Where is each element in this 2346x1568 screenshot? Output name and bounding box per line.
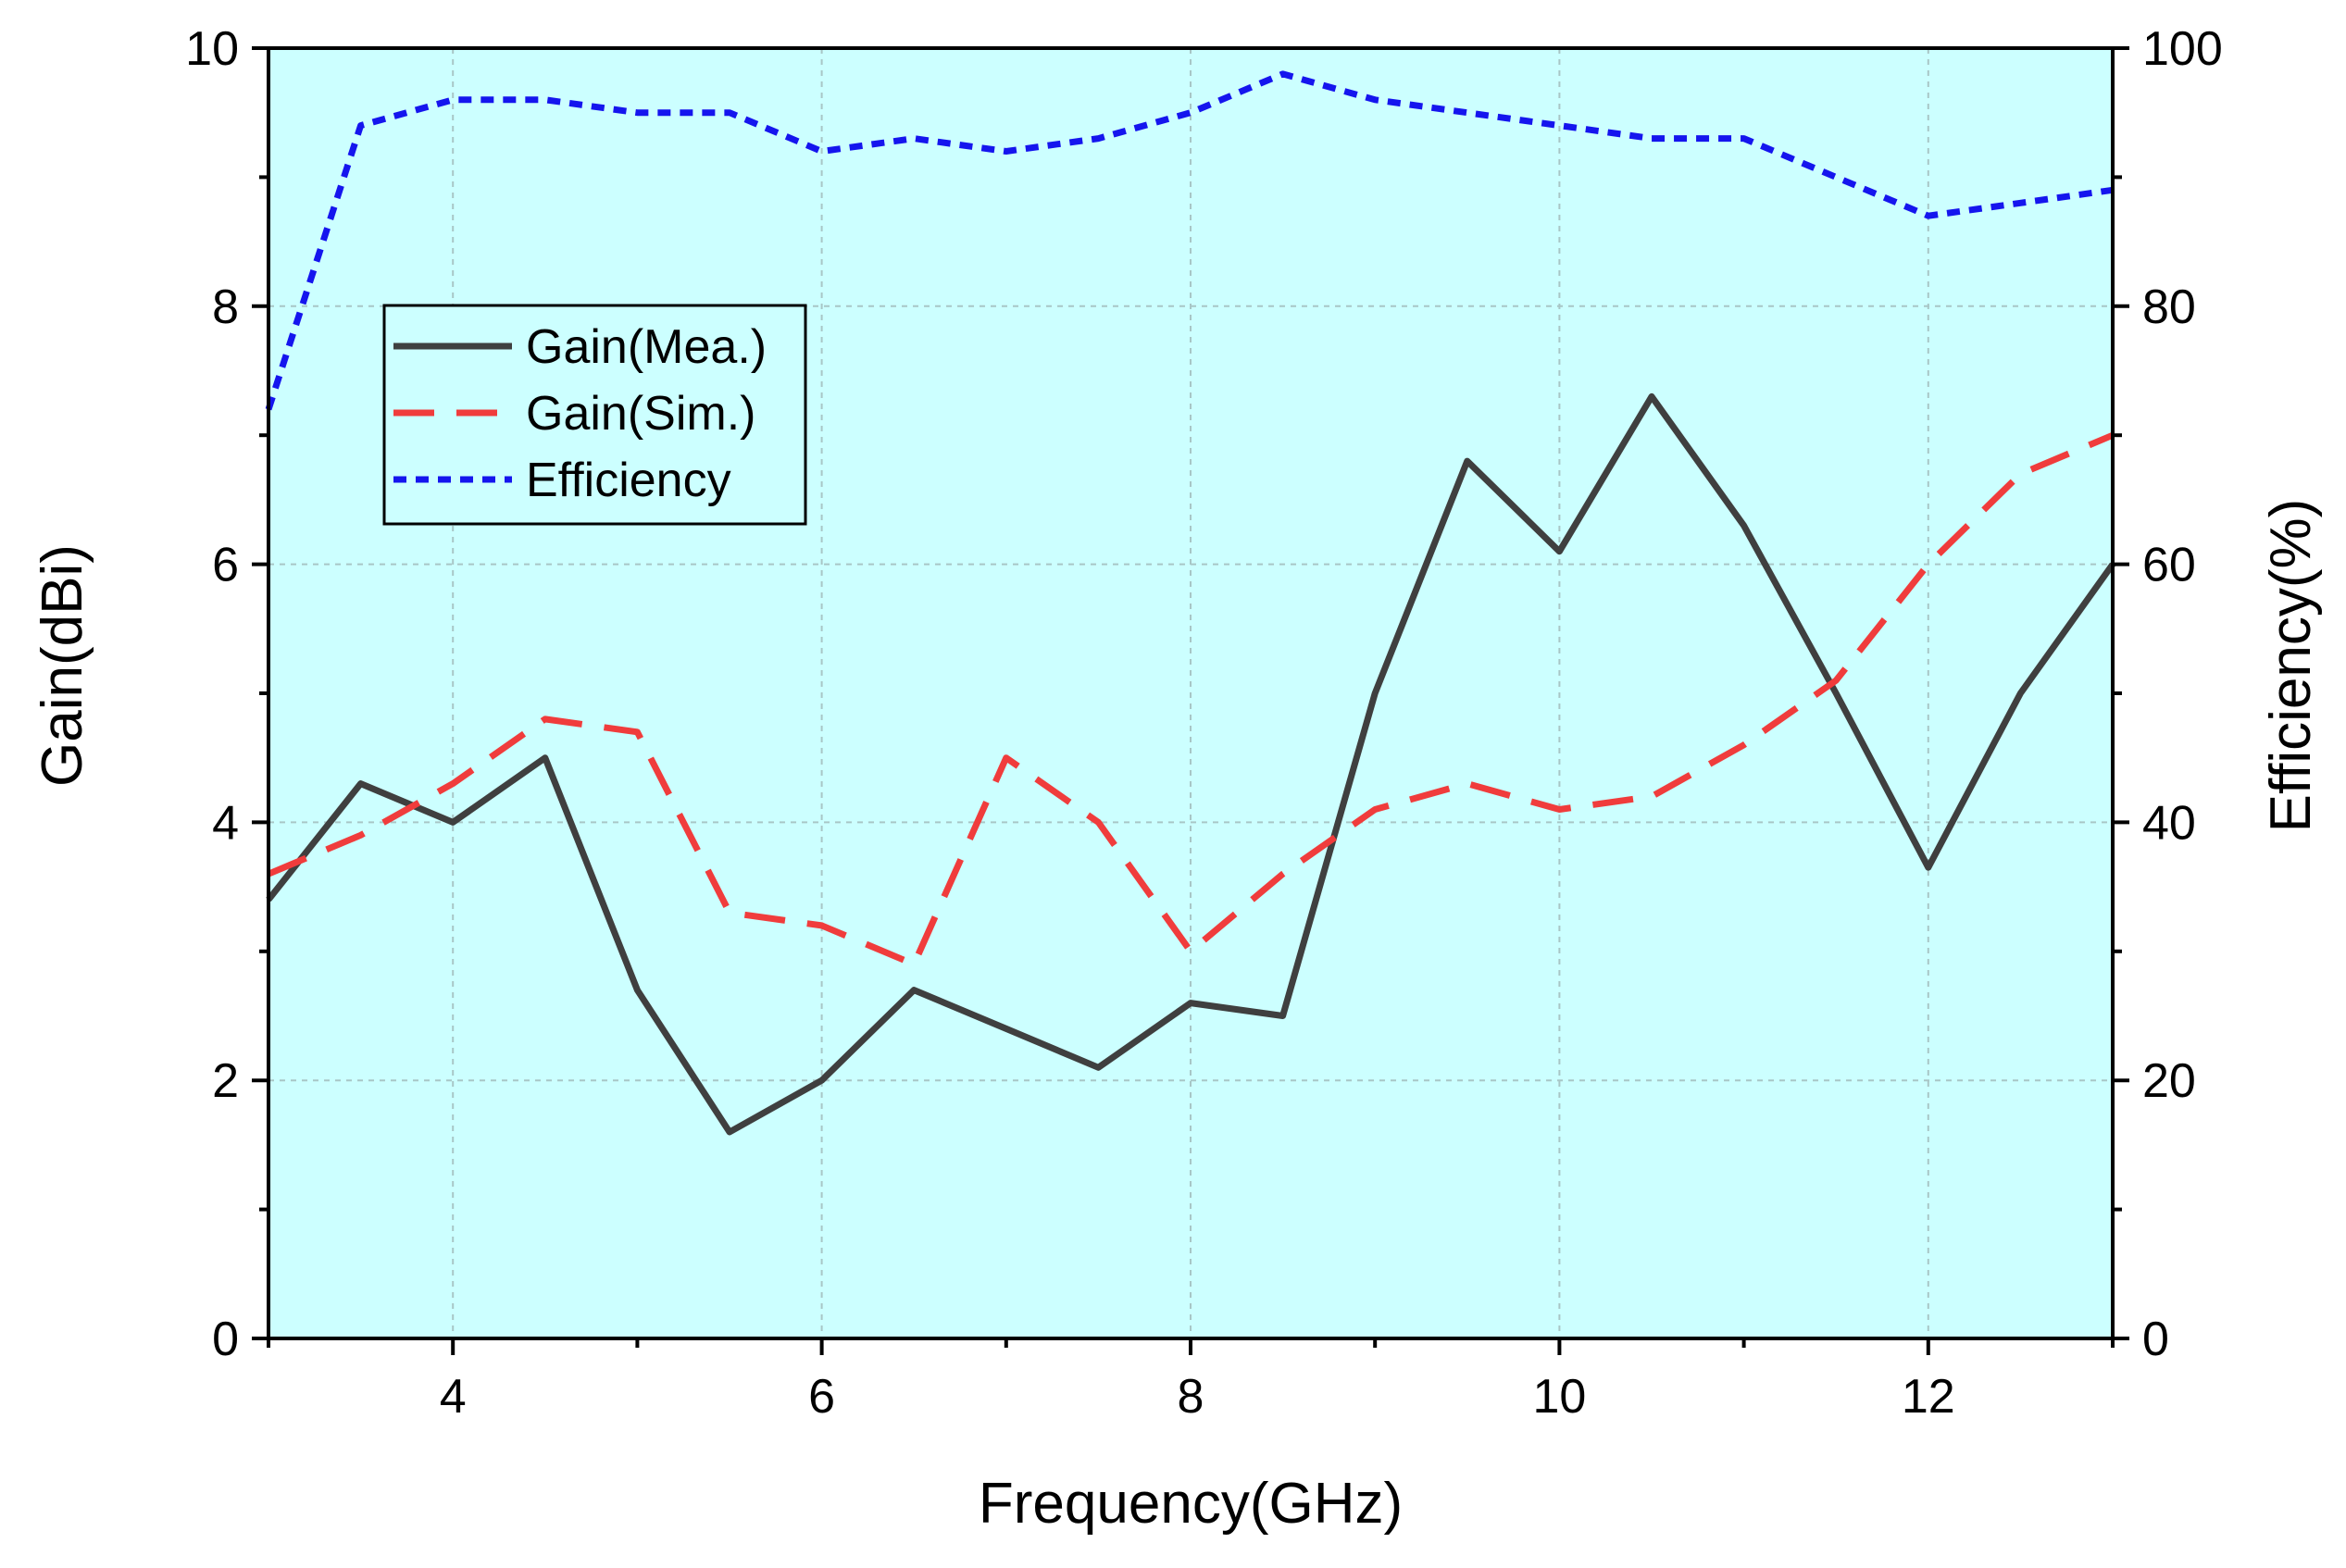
x-tick-label: 10: [1532, 1370, 1586, 1424]
y2-tick-label: 0: [2142, 1313, 2169, 1366]
x-tick-label: 12: [1902, 1370, 1955, 1424]
legend-label: Efficiency: [526, 454, 731, 507]
legend: Gain(Mea.) Gain(Sim.) Efficiency: [382, 304, 807, 526]
x-axis-title: Frequency(GHz): [979, 1472, 1403, 1536]
y2-tick-label: 40: [2142, 796, 2196, 850]
y-tick-label: 8: [212, 280, 239, 334]
series-line-efficiency: [265, 70, 2114, 411]
series-line-gain-mea: [266, 392, 2115, 1136]
y2-tick-label: 20: [2142, 1054, 2196, 1108]
legend-box: [382, 304, 807, 526]
x-tick-label: 4: [440, 1370, 467, 1424]
y2-tick-label: 60: [2142, 539, 2196, 592]
y-tick-label: 6: [212, 539, 239, 592]
x-tick-label: 8: [1178, 1370, 1204, 1424]
legend-label: Gain(Mea.): [526, 320, 767, 374]
y2-tick-label: 100: [2142, 22, 2223, 76]
y-tick-label: 10: [185, 22, 239, 76]
y-tick-label: 4: [212, 796, 239, 850]
y2-tick-label: 80: [2142, 280, 2196, 334]
y-axis-title: Gain(dBi): [31, 544, 94, 787]
y-tick-label: 0: [212, 1313, 239, 1366]
y2-axis-title: Efficiency(%): [2259, 499, 2323, 833]
y-tick-label: 2: [212, 1054, 239, 1108]
legend-label: Gain(Sim.): [526, 387, 755, 441]
series-line-gain-sim: [267, 431, 2115, 968]
x-tick-label: 6: [808, 1370, 835, 1424]
